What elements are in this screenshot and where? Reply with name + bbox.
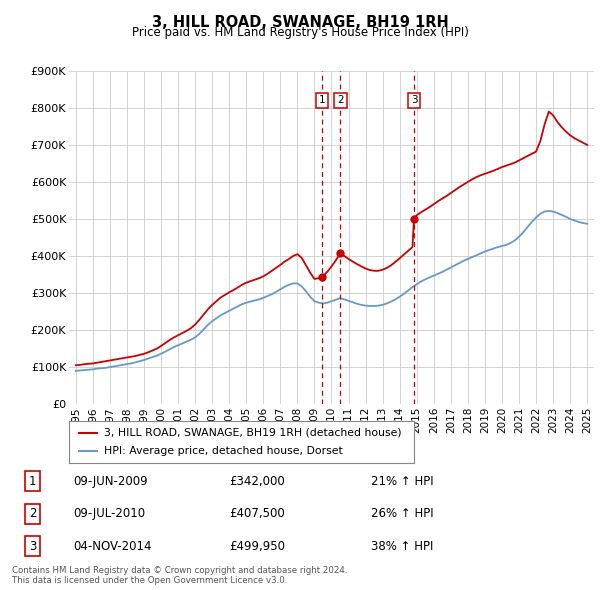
Text: 09-JUL-2010: 09-JUL-2010 bbox=[74, 507, 146, 520]
Text: Price paid vs. HM Land Registry's House Price Index (HPI): Price paid vs. HM Land Registry's House … bbox=[131, 26, 469, 39]
Text: 09-JUN-2009: 09-JUN-2009 bbox=[74, 475, 148, 488]
Text: 21% ↑ HPI: 21% ↑ HPI bbox=[371, 475, 433, 488]
Text: 1: 1 bbox=[319, 96, 325, 106]
Text: 3, HILL ROAD, SWANAGE, BH19 1RH: 3, HILL ROAD, SWANAGE, BH19 1RH bbox=[152, 15, 448, 30]
Text: £407,500: £407,500 bbox=[229, 507, 285, 520]
Text: Contains HM Land Registry data © Crown copyright and database right 2024.
This d: Contains HM Land Registry data © Crown c… bbox=[12, 566, 347, 585]
Text: 3: 3 bbox=[29, 540, 36, 553]
Text: 2: 2 bbox=[337, 96, 344, 106]
Text: £342,000: £342,000 bbox=[229, 475, 285, 488]
Text: 26% ↑ HPI: 26% ↑ HPI bbox=[371, 507, 433, 520]
Text: HPI: Average price, detached house, Dorset: HPI: Average price, detached house, Dors… bbox=[104, 446, 342, 456]
Text: 1: 1 bbox=[29, 475, 36, 488]
Text: 3, HILL ROAD, SWANAGE, BH19 1RH (detached house): 3, HILL ROAD, SWANAGE, BH19 1RH (detache… bbox=[104, 428, 401, 438]
Text: 38% ↑ HPI: 38% ↑ HPI bbox=[371, 540, 433, 553]
Text: 04-NOV-2014: 04-NOV-2014 bbox=[74, 540, 152, 553]
Text: 3: 3 bbox=[410, 96, 418, 106]
Text: 2: 2 bbox=[29, 507, 36, 520]
Text: £499,950: £499,950 bbox=[229, 540, 286, 553]
